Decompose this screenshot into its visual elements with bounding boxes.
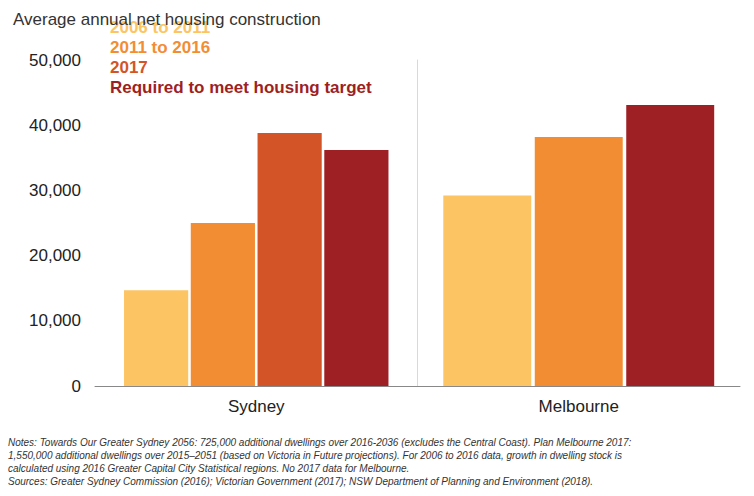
svg-text:Average annual net housing con: Average annual net housing construction [13, 10, 321, 29]
svg-text:0: 0 [72, 377, 81, 396]
svg-text:10,000: 10,000 [29, 311, 81, 330]
svg-text:20,000: 20,000 [29, 246, 81, 265]
svg-text:Melbourne: Melbourne [539, 397, 619, 416]
svg-text:30,000: 30,000 [29, 181, 81, 200]
svg-text:2017: 2017 [110, 58, 148, 77]
svg-text:50,000: 50,000 [29, 51, 81, 70]
svg-text:Required to meet housing targe: Required to meet housing target [110, 78, 372, 97]
svg-text:2011 to 2016: 2011 to 2016 [110, 38, 210, 57]
svg-text:1,550,000 additional dwellings: 1,550,000 additional dwellings over 2015… [8, 450, 622, 461]
svg-text:40,000: 40,000 [29, 116, 81, 135]
svg-text:Notes: Towards Our Greater Syd: Notes: Towards Our Greater Sydney 2056: … [8, 437, 632, 448]
svg-text:Sources: Greater Sydney Commis: Sources: Greater Sydney Commission (2016… [8, 476, 593, 487]
svg-text:calculated using 2016 Greater: calculated using 2016 Greater Capital Ci… [8, 463, 409, 474]
svg-text:Sydney: Sydney [228, 397, 285, 416]
